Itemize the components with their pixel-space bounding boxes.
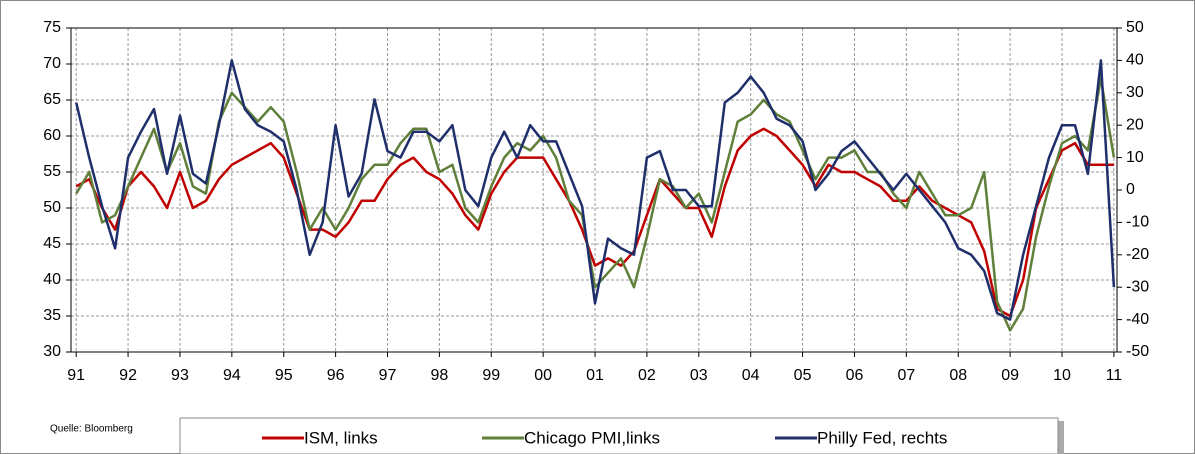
legend-label: ISM, links (304, 428, 378, 447)
x-tick-label: 98 (430, 367, 448, 384)
x-tick-label: 95 (275, 367, 293, 384)
x-tick-label: 99 (482, 367, 500, 384)
x-tick-label: 91 (67, 367, 85, 384)
y2-tick-label: 50 (1126, 19, 1144, 36)
line-series (74, 59, 1116, 321)
legend-label: Chicago PMI,links (524, 428, 660, 447)
x-tick-label: 00 (534, 367, 552, 384)
x-tick-label: 02 (638, 367, 656, 384)
x-tick-label: 93 (171, 367, 189, 384)
y2-tick-label: 20 (1126, 116, 1144, 133)
y-tick-label: 50 (43, 199, 61, 216)
x-tick-label: 08 (949, 367, 967, 384)
plot-border (70, 27, 1118, 353)
y2-tick-label: -10 (1126, 214, 1149, 231)
x-tick-label: 01 (586, 367, 604, 384)
legend-box (179, 417, 1059, 454)
y2-tick-label: -30 (1126, 278, 1149, 295)
x-tick-label: 07 (897, 367, 915, 384)
x-tick-label: 96 (327, 367, 345, 384)
y-tick-label: 35 (43, 307, 61, 324)
source-note: Quelle: Bloomberg (50, 424, 133, 435)
y-tick-label: 75 (43, 19, 61, 36)
y2-tick-label: -50 (1126, 343, 1149, 360)
y-tick-label: 45 (43, 235, 61, 252)
y2-tick-label: -20 (1126, 246, 1149, 263)
y2-tick-label: 30 (1126, 84, 1144, 101)
y-tick-label: 40 (43, 271, 61, 288)
y2-tick-label: -40 (1126, 311, 1149, 328)
x-tick-label: 06 (846, 367, 864, 384)
x-tick-label: 97 (379, 367, 397, 384)
y-tick-label: 70 (43, 55, 61, 72)
y-tick-label: 30 (43, 343, 61, 360)
x-tick-label: 11 (1106, 367, 1123, 384)
line-series (75, 77, 1116, 332)
x-tick-label: 04 (742, 367, 760, 384)
y2-tick-label: 40 (1126, 52, 1144, 69)
y2-tick-label: 0 (1126, 181, 1135, 198)
legend-label: Philly Fed, rechts (817, 428, 947, 447)
x-tick-label: 94 (223, 367, 241, 384)
y2-tick-label: 10 (1126, 149, 1144, 166)
x-tick-label: 05 (794, 367, 812, 384)
y-tick-label: 55 (43, 163, 61, 180)
x-tick-label: 10 (1053, 367, 1071, 384)
y-tick-label: 60 (43, 127, 61, 144)
x-tick-label: 09 (1001, 367, 1019, 384)
x-tick-label: 92 (119, 367, 137, 384)
y-tick-label: 65 (43, 91, 61, 108)
x-tick-label: 03 (690, 367, 708, 384)
